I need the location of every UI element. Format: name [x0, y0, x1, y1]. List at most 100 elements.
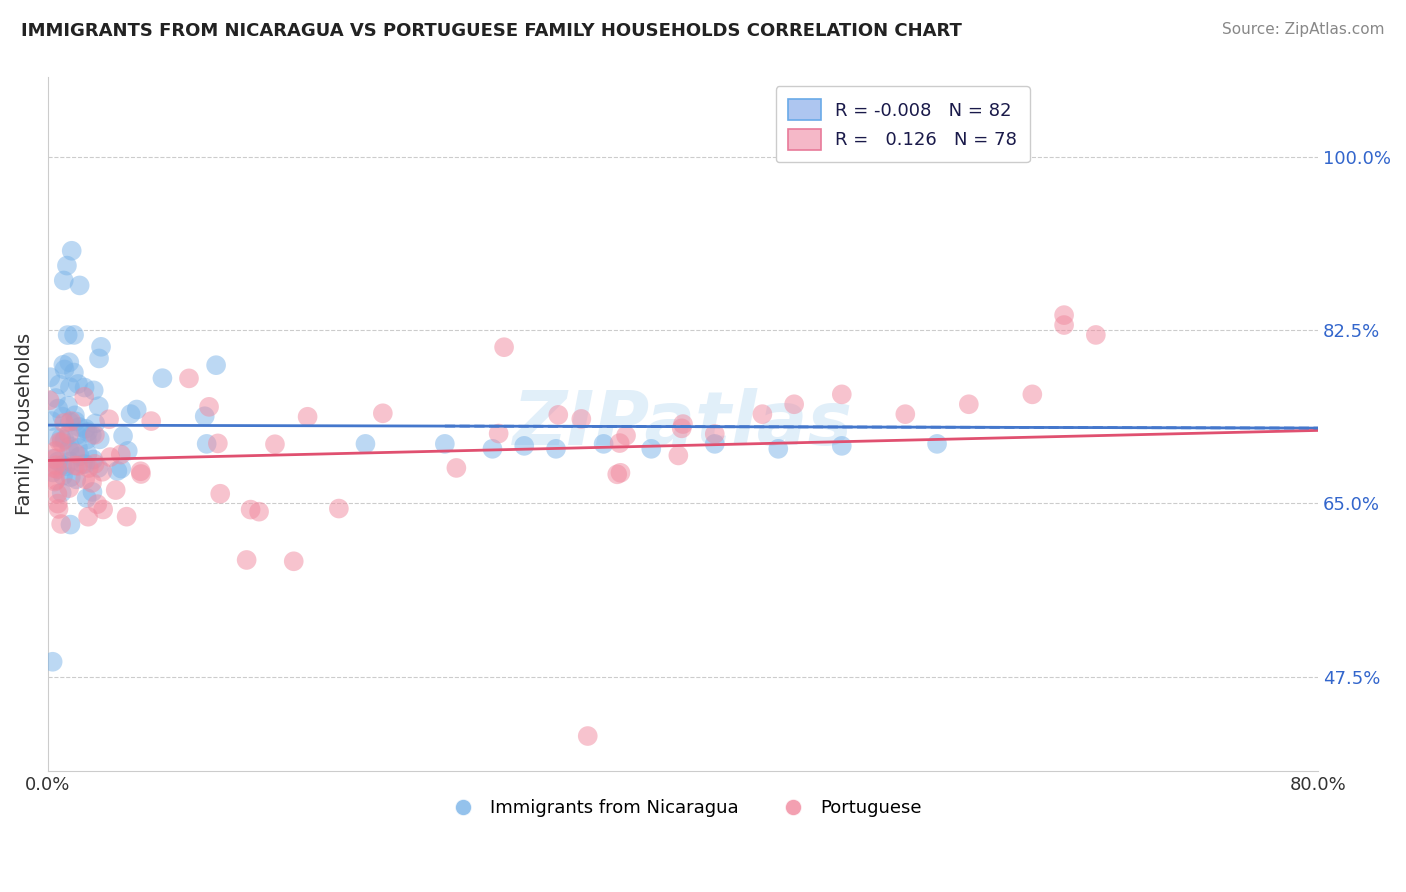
Point [354, 437, 377, 451]
Point [328, 501, 350, 516]
Point [58, 426, 80, 441]
Point [264, 437, 287, 451]
Point [44, 444, 66, 458]
Point [53, 433, 76, 447]
Point [59, 454, 82, 468]
Point [46, 454, 69, 468]
Point [297, 409, 319, 424]
Point [91, 465, 114, 479]
Point [547, 408, 569, 422]
Point [82, 452, 104, 467]
Point [58, 481, 80, 495]
Point [1053, 308, 1076, 322]
Point [60, 244, 83, 258]
Point [56, 259, 79, 273]
Point [87, 399, 110, 413]
Point [98, 412, 121, 426]
Point [86, 497, 108, 511]
Point [672, 417, 695, 431]
Point [46, 497, 69, 511]
Point [63, 458, 86, 473]
Point [63, 327, 86, 342]
Point [77, 461, 100, 475]
Point [783, 397, 806, 411]
Point [98, 450, 121, 464]
Point [48, 435, 70, 450]
Point [90, 340, 112, 354]
Point [59, 415, 82, 429]
Point [569, 412, 592, 426]
Point [38, 393, 60, 408]
Y-axis label: Family Households: Family Households [15, 333, 34, 515]
Point [110, 448, 132, 462]
Point [66, 458, 89, 473]
Point [59, 470, 82, 484]
Point [66, 428, 89, 442]
Point [112, 429, 135, 443]
Legend: Immigrants from Nicaragua, Portuguese: Immigrants from Nicaragua, Portuguese [437, 791, 928, 824]
Point [59, 439, 82, 453]
Point [141, 414, 163, 428]
Point [614, 428, 637, 442]
Point [60, 414, 83, 428]
Point [110, 461, 132, 475]
Point [72, 457, 94, 471]
Point [671, 421, 693, 435]
Point [576, 729, 599, 743]
Point [640, 442, 662, 456]
Point [48, 502, 70, 516]
Point [666, 449, 689, 463]
Point [494, 340, 516, 354]
Point [544, 442, 567, 456]
Point [433, 437, 456, 451]
Point [45, 391, 67, 405]
Point [87, 351, 110, 366]
Point [51, 431, 73, 445]
Point [73, 390, 96, 404]
Point [63, 446, 86, 460]
Point [41, 414, 63, 428]
Point [1021, 387, 1043, 401]
Point [120, 407, 142, 421]
Point [371, 406, 394, 420]
Point [194, 409, 217, 424]
Point [69, 449, 91, 463]
Point [235, 553, 257, 567]
Text: IMMIGRANTS FROM NICARAGUA VS PORTUGUESE FAMILY HOUSEHOLDS CORRELATION CHART: IMMIGRANTS FROM NICARAGUA VS PORTUGUESE … [21, 22, 962, 40]
Point [56, 328, 79, 343]
Point [89, 433, 111, 447]
Point [39, 370, 62, 384]
Point [69, 278, 91, 293]
Point [46, 401, 69, 416]
Point [77, 509, 100, 524]
Point [51, 435, 73, 450]
Point [247, 505, 270, 519]
Point [592, 437, 614, 451]
Point [45, 473, 67, 487]
Point [82, 485, 104, 500]
Point [83, 427, 105, 442]
Point [703, 437, 725, 451]
Point [76, 491, 98, 505]
Point [45, 430, 67, 444]
Point [481, 442, 503, 456]
Point [83, 384, 105, 398]
Point [76, 425, 98, 439]
Point [44, 475, 66, 489]
Point [87, 461, 110, 475]
Point [52, 468, 75, 483]
Text: ZIPatlas: ZIPatlas [513, 387, 853, 460]
Point [207, 436, 229, 450]
Point [63, 366, 86, 380]
Point [66, 376, 89, 391]
Point [52, 273, 75, 287]
Point [59, 380, 82, 394]
Point [152, 371, 174, 385]
Point [48, 377, 70, 392]
Point [42, 461, 65, 475]
Point [65, 414, 87, 428]
Point [831, 387, 853, 401]
Point [59, 517, 82, 532]
Point [73, 380, 96, 394]
Point [83, 457, 105, 471]
